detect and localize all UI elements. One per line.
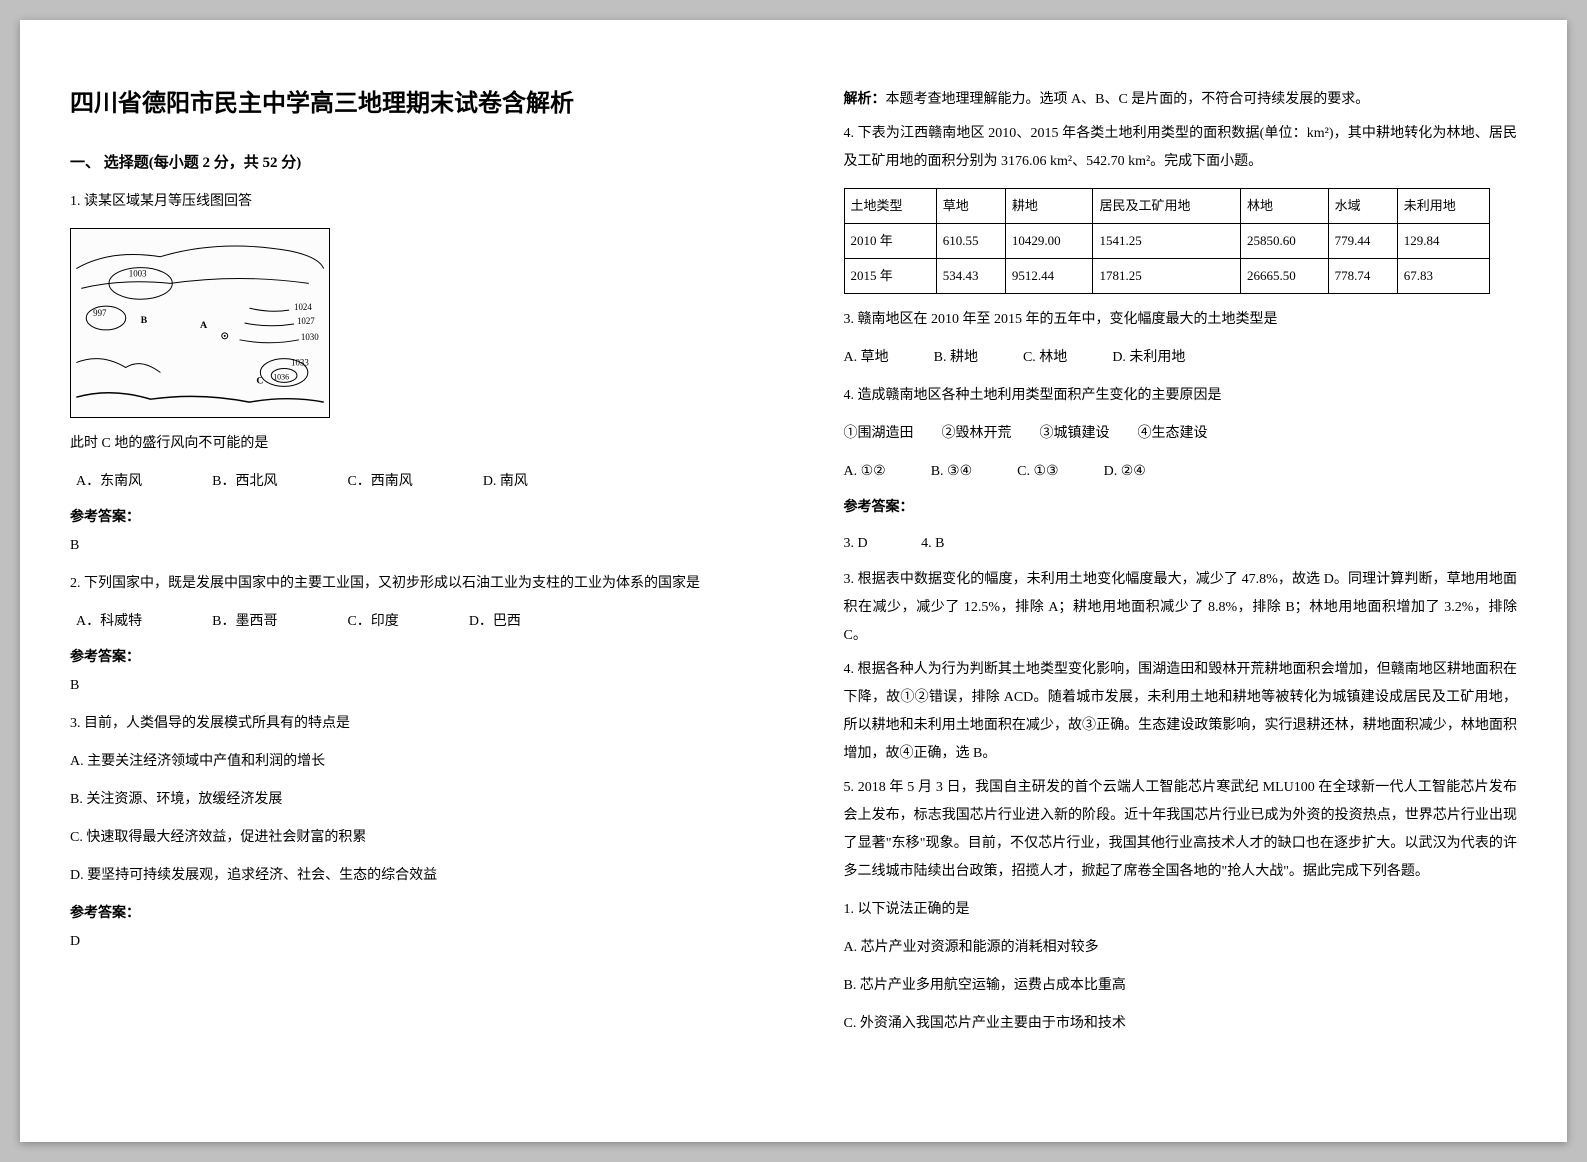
table-row: 2015 年 534.43 9512.44 1781.25 26665.50 7… — [844, 259, 1490, 294]
q2-opt-a: A．科威特 — [76, 608, 142, 636]
q5-intro: 5. 2018 年 5 月 3 日，我国自主研发的首个云端人工智能芯片寒武纪 M… — [844, 774, 1518, 886]
q4-sub4-items: ①围湖造田 ②毁林开荒 ③城镇建设 ④生态建设 — [844, 420, 1518, 448]
q4s3-a: A. 草地 — [844, 344, 889, 372]
q4-answer-label: 参考答案： — [844, 494, 1518, 522]
q2-opt-d: D．巴西 — [469, 608, 521, 636]
r1c4: 25850.60 — [1241, 224, 1329, 259]
r2c2: 9512.44 — [1005, 259, 1093, 294]
map-label-1036: 1036 — [273, 372, 289, 381]
q1-answer: B — [70, 532, 744, 560]
q4-ans3: 3. D — [844, 536, 868, 551]
map-label-1027: 1027 — [297, 316, 315, 326]
explain-label: 解析： — [844, 92, 886, 107]
section-heading: 一、 选择题(每小题 2 分，共 52 分) — [70, 148, 744, 178]
r1c0: 2010 年 — [844, 224, 936, 259]
th-2: 耕地 — [1005, 189, 1093, 224]
table-row: 2010 年 610.55 10429.00 1541.25 25850.60 … — [844, 224, 1490, 259]
q3-opt-d: D. 要坚持可持续发展观，追求经济、社会、生态的综合效益 — [70, 862, 744, 890]
q5-opt-c: C. 外资涌入我国芯片产业主要由于市场和技术 — [844, 1010, 1518, 1038]
q3-answer: D — [70, 928, 744, 956]
r1c5: 779.44 — [1328, 224, 1397, 259]
q4s4-c: C. ①③ — [1017, 458, 1058, 486]
map-label-1024: 1024 — [294, 302, 312, 312]
r2c3: 1781.25 — [1093, 259, 1241, 294]
q4-ans4: 4. B — [921, 536, 944, 551]
q2-opt-c: C．印度 — [347, 608, 398, 636]
r1c2: 10429.00 — [1005, 224, 1093, 259]
q4-explain3: 3. 根据表中数据变化的幅度，未利用土地变化幅度最大，减少了 47.8%，故选 … — [844, 566, 1518, 650]
q3-stem: 3. 目前，人类倡导的发展模式所具有的特点是 — [70, 710, 744, 738]
page-title: 四川省德阳市民主中学高三地理期末试卷含解析 — [70, 80, 744, 128]
q4s4-a: A. ①② — [844, 458, 886, 486]
th-3: 居民及工矿用地 — [1093, 189, 1241, 224]
q4-explain4: 4. 根据各种人为行为判断其土地类型变化影响，围湖造田和毁林开荒耕地面积会增加，… — [844, 656, 1518, 768]
q4-intro: 4. 下表为江西赣南地区 2010、2015 年各类土地利用类型的面积数据(单位… — [844, 120, 1518, 176]
q4s4-d: D. ②④ — [1104, 458, 1146, 486]
q1-opt-d: D. 南风 — [483, 468, 528, 496]
right-column: 解析：本题考查地理理解能力。选项 A、B、C 是片面的，不符合可持续发展的要求。… — [794, 20, 1568, 1142]
th-4: 林地 — [1241, 189, 1329, 224]
q2-stem: 2. 下列国家中，既是发展中国家中的主要工业国，又初步形成以石油工业为支柱的工业… — [70, 570, 744, 598]
q1-options: A．东南风 B．西北风 C．西南风 D. 南风 — [76, 468, 744, 496]
r2c6: 67.83 — [1397, 259, 1489, 294]
map-label-1033: 1033 — [291, 358, 309, 368]
land-use-table: 土地类型 草地 耕地 居民及工矿用地 林地 水域 未利用地 2010 年 610… — [844, 188, 1491, 294]
th-5: 水域 — [1328, 189, 1397, 224]
q5-sub1: 1. 以下说法正确的是 — [844, 896, 1518, 924]
q1-sub: 此时 C 地的盛行风向不可能的是 — [70, 430, 744, 458]
map-label-997: 997 — [93, 308, 107, 318]
q1-opt-a: A．东南风 — [76, 468, 142, 496]
q4-sub3-options: A. 草地 B. 耕地 C. 林地 D. 未利用地 — [844, 344, 1518, 372]
q4-sub3: 3. 赣南地区在 2010 年至 2015 年的五年中，变化幅度最大的土地类型是 — [844, 306, 1518, 334]
q1-stem: 1. 读某区域某月等压线图回答 — [70, 188, 744, 216]
q4s4-b: B. ③④ — [931, 458, 972, 486]
r2c0: 2015 年 — [844, 259, 936, 294]
q4s3-d: D. 未利用地 — [1112, 344, 1185, 372]
q1-opt-b: B．西北风 — [212, 468, 277, 496]
isobar-map: 1003 997 B A 1024 1027 1030 1033 1036 C — [70, 228, 330, 418]
r1c6: 129.84 — [1397, 224, 1489, 259]
q5-opt-a: A. 芯片产业对资源和能源的消耗相对较多 — [844, 934, 1518, 962]
q4s3-b: B. 耕地 — [934, 344, 978, 372]
map-label-1003: 1003 — [129, 268, 147, 278]
left-column: 四川省德阳市民主中学高三地理期末试卷含解析 一、 选择题(每小题 2 分，共 5… — [20, 20, 794, 1142]
map-label-C: C — [256, 375, 263, 386]
q4-answers: 3. D 4. B — [844, 530, 1518, 558]
th-1: 草地 — [936, 189, 1005, 224]
q2-answer: B — [70, 672, 744, 700]
q3-answer-label: 参考答案： — [70, 900, 744, 928]
q3-opt-a: A. 主要关注经济领域中产值和利润的增长 — [70, 748, 744, 776]
map-label-1030: 1030 — [301, 332, 319, 342]
table-header-row: 土地类型 草地 耕地 居民及工矿用地 林地 水域 未利用地 — [844, 189, 1490, 224]
r1c3: 1541.25 — [1093, 224, 1241, 259]
q5-opt-b: B. 芯片产业多用航空运输，运费占成本比重高 — [844, 972, 1518, 1000]
map-label-A: A — [200, 320, 208, 331]
r2c1: 534.43 — [936, 259, 1005, 294]
q4-sub4: 4. 造成赣南地区各种土地利用类型面积产生变化的主要原因是 — [844, 382, 1518, 410]
r2c4: 26665.50 — [1241, 259, 1329, 294]
r1c1: 610.55 — [936, 224, 1005, 259]
q3-explain: 解析：本题考查地理理解能力。选项 A、B、C 是片面的，不符合可持续发展的要求。 — [844, 86, 1518, 114]
q3-opt-c: C. 快速取得最大经济效益，促进社会财富的积累 — [70, 824, 744, 852]
q4-sub4-options: A. ①② B. ③④ C. ①③ D. ②④ — [844, 458, 1518, 486]
map-label-B: B — [141, 315, 148, 326]
q1-opt-c: C．西南风 — [347, 468, 412, 496]
th-0: 土地类型 — [844, 189, 936, 224]
q3-opt-b: B. 关注资源、环境，放缓经济发展 — [70, 786, 744, 814]
q1-answer-label: 参考答案： — [70, 504, 744, 532]
q2-options: A．科威特 B．墨西哥 C．印度 D．巴西 — [76, 608, 744, 636]
exam-page: 四川省德阳市民主中学高三地理期末试卷含解析 一、 选择题(每小题 2 分，共 5… — [20, 20, 1567, 1142]
q2-opt-b: B．墨西哥 — [212, 608, 277, 636]
r2c5: 778.74 — [1328, 259, 1397, 294]
th-6: 未利用地 — [1397, 189, 1489, 224]
q2-answer-label: 参考答案： — [70, 644, 744, 672]
q3-explain-text: 本题考查地理理解能力。选项 A、B、C 是片面的，不符合可持续发展的要求。 — [886, 92, 1370, 107]
q4s3-c: C. 林地 — [1023, 344, 1067, 372]
